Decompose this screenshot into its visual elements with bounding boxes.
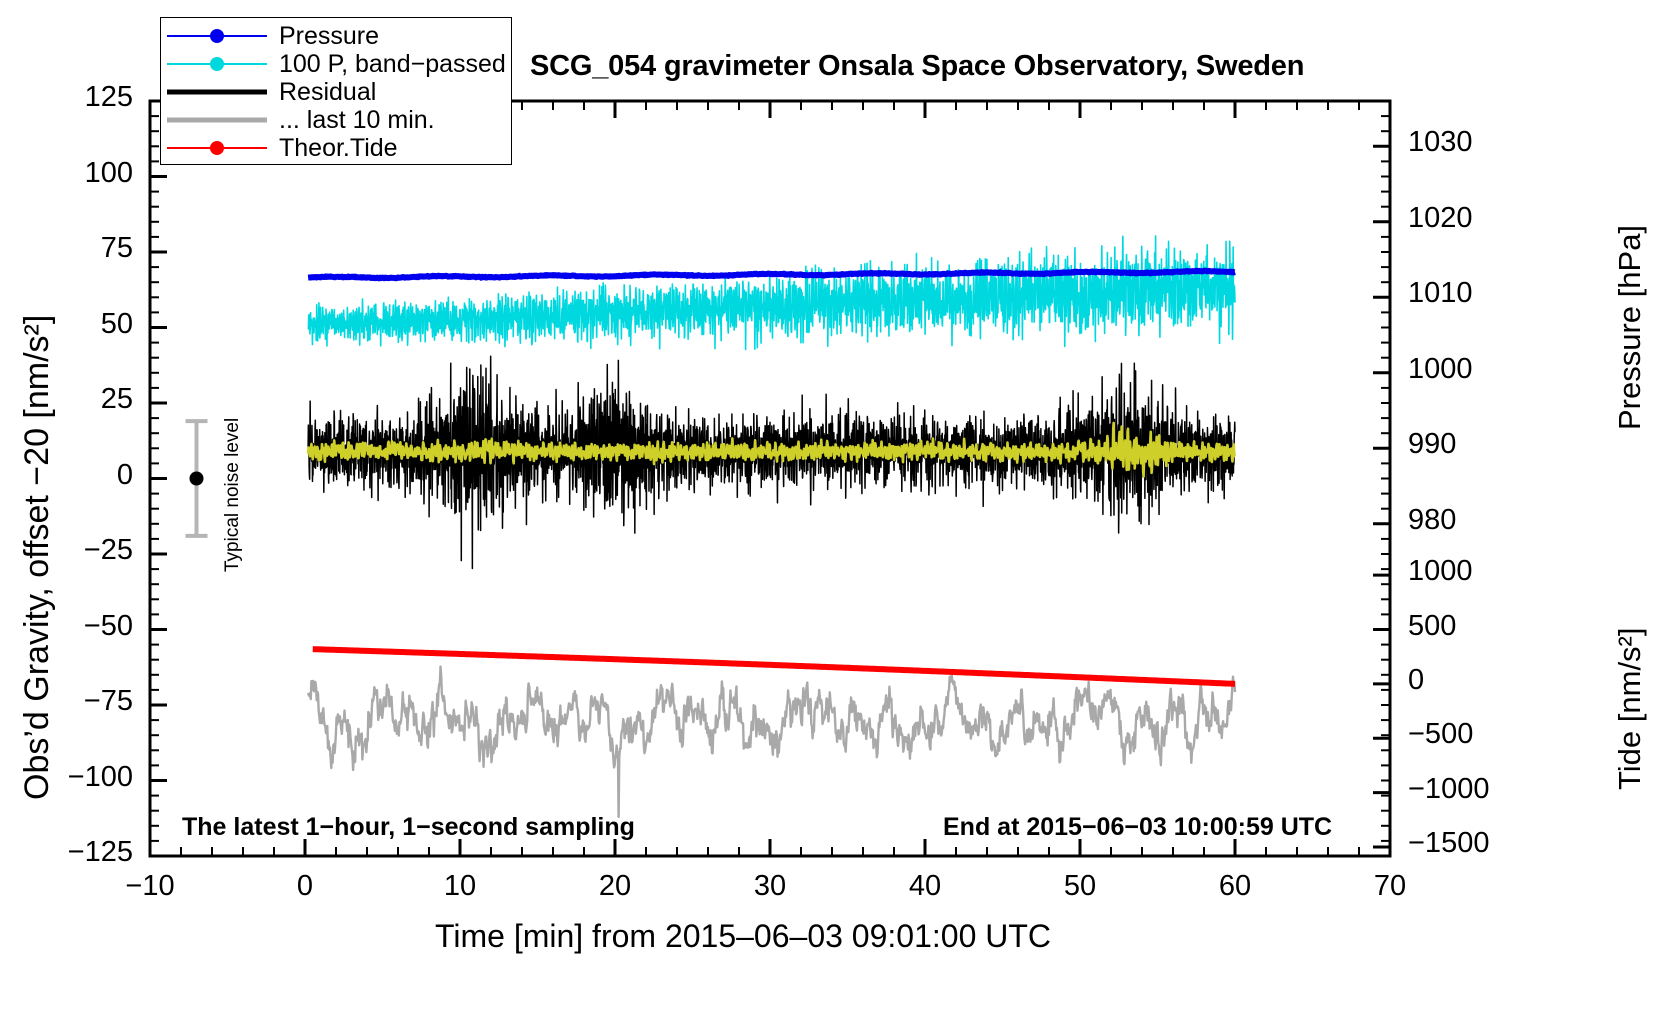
x-tick-5: 40: [908, 870, 942, 902]
x-tick-6: 50: [1063, 870, 1097, 902]
legend-swatch-residual: [161, 78, 273, 106]
legend-item-theor-tide[interactable]: Theor.Tide: [161, 134, 511, 162]
y-tick-1: 100: [84, 156, 133, 189]
tide-tick-4: −1000: [1408, 772, 1490, 805]
pressure-tick-0: 1030: [1408, 126, 1473, 159]
x-tick-4: 30: [753, 870, 787, 902]
y-tick-6: −25: [83, 534, 133, 566]
legend-label-residual: Residual: [279, 78, 377, 106]
legend-swatch-pressure: [161, 22, 273, 50]
legend: Pressure 100 P, band−passed Residual ...…: [160, 17, 512, 165]
y-tick-2: 75: [100, 232, 133, 264]
pressure-tick-1: 1020: [1408, 201, 1473, 234]
pressure-tick-4: 990: [1408, 428, 1457, 461]
page-title: SCG_054 gravimeter Onsala Space Observat…: [530, 50, 1305, 82]
x-tick-8: 70: [1373, 870, 1407, 902]
pressure-tick-2: 1010: [1408, 277, 1473, 310]
y-tick-5: 0: [116, 458, 133, 491]
y-tick-10: −125: [67, 836, 133, 868]
legend-swatch-band-passed: [161, 50, 273, 78]
legend-item-last-10-min[interactable]: ... last 10 min.: [161, 106, 511, 134]
legend-label-last-10-min: ... last 10 min.: [279, 106, 435, 134]
tide-tick-2: 0: [1408, 663, 1425, 696]
y-tick-8: −75: [83, 685, 133, 717]
x-tick-0: −10: [125, 870, 175, 902]
pressure-tick-3: 1000: [1408, 352, 1473, 385]
tide-tick-0: 1000: [1408, 555, 1473, 588]
noise-level-label: Typical noise level: [222, 417, 243, 572]
legend-item-pressure[interactable]: Pressure: [161, 22, 511, 50]
x-tick-1: 0: [296, 870, 314, 902]
x-tick-3: 20: [598, 870, 632, 902]
y-tick-4: 25: [100, 383, 133, 415]
y-axis-title-pressure: Pressure [hPa]: [1612, 224, 1647, 430]
x-tick-2: 10: [443, 870, 477, 902]
legend-item-residual[interactable]: Residual: [161, 78, 511, 106]
tide-tick-3: −500: [1408, 718, 1474, 751]
pressure-tick-5: 980: [1408, 503, 1457, 536]
y-tick-9: −100: [67, 760, 133, 793]
y-tick-0: 125: [84, 81, 133, 113]
legend-label-band-passed: 100 P, band−passed: [279, 50, 506, 78]
x-tick-7: 60: [1218, 870, 1252, 902]
legend-swatch-last-10-min: [161, 106, 273, 134]
end-time-note: End at 2015−06−03 10:00:59 UTC: [943, 813, 1333, 841]
tide-tick-5: −1500: [1408, 826, 1490, 859]
legend-item-band-passed[interactable]: 100 P, band−passed: [161, 50, 511, 78]
tide-tick-1: 500: [1408, 609, 1457, 642]
sampling-note: The latest 1−hour, 1−second sampling: [182, 813, 635, 841]
legend-label-theor-tide: Theor.Tide: [279, 134, 398, 162]
x-axis-title: Time [min] from 2015–06–03 09:01:00 UTC: [435, 918, 1052, 954]
y-axis-title-tide: Tide [nm/s²]: [1612, 627, 1647, 791]
y-tick-7: −50: [83, 609, 133, 642]
legend-swatch-theor-tide: [161, 134, 273, 162]
legend-label-pressure: Pressure: [279, 22, 380, 50]
y-tick-3: 50: [100, 307, 133, 340]
